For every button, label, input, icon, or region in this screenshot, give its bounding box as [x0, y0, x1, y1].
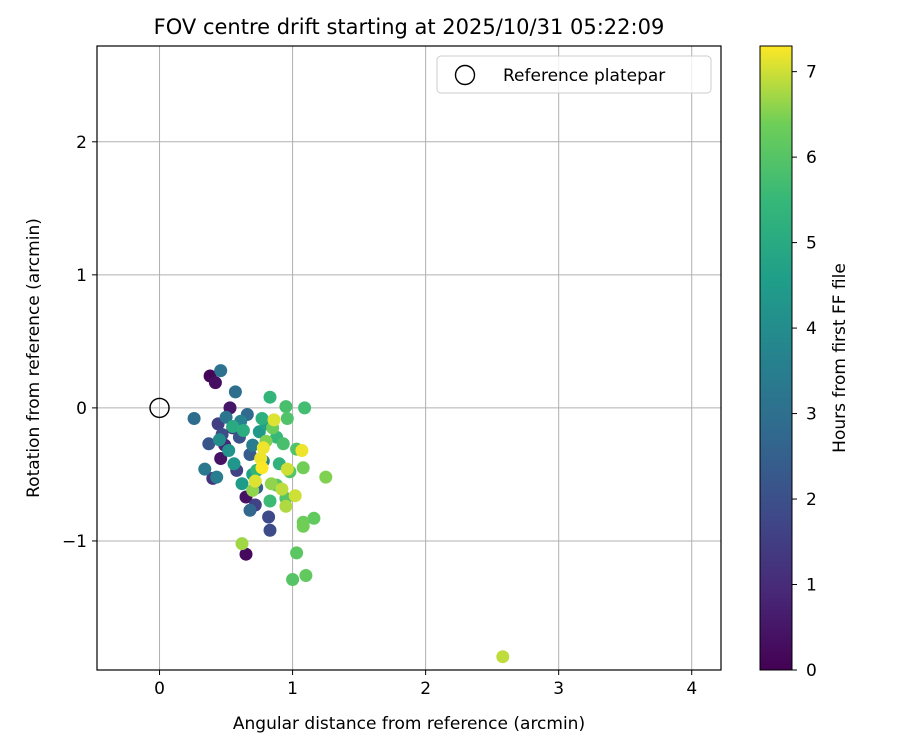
data-point-66 — [279, 499, 293, 513]
x-axis-label: Angular distance from reference (arcmin) — [233, 714, 585, 734]
x-tick-label-0: 0 — [154, 679, 165, 699]
colorbar-tick-label-4: 4 — [806, 319, 817, 339]
y-tick-label-2: 1 — [76, 266, 87, 286]
grid — [97, 46, 721, 670]
data-point-11 — [263, 523, 277, 537]
data-point-30 — [212, 433, 226, 447]
reference-platepar-marker — [149, 397, 170, 419]
data-point-54 — [290, 546, 304, 560]
data-point-43 — [263, 494, 277, 508]
data-point-45 — [279, 400, 293, 414]
scatter-points — [187, 364, 510, 664]
x-axis-ticks: 0 1 2 3 4 — [154, 670, 697, 699]
data-point-70 — [256, 441, 270, 455]
colorbar-tick-label-3: 3 — [806, 405, 817, 425]
legend-marker — [454, 64, 476, 86]
colorbar-tick-label-2: 2 — [806, 490, 817, 510]
data-point-17 — [202, 437, 216, 451]
data-point-38 — [236, 424, 250, 437]
data-point-56 — [299, 569, 313, 582]
y-tick-label-1: 0 — [76, 399, 87, 419]
data-point-53 — [307, 511, 321, 525]
colorbar-tick-label-0: 0 — [806, 661, 817, 681]
y-tick-label-0: −1 — [62, 532, 87, 552]
y-axis-label: Rotation from reference (arcmin) — [24, 218, 44, 498]
colorbar: 0 1 2 3 4 5 6 7 Hours from first FF file — [759, 45, 850, 681]
data-point-46 — [298, 401, 312, 415]
y-axis-ticks: −1 0 1 2 — [62, 133, 97, 552]
x-tick-label-3: 3 — [553, 679, 564, 699]
data-point-10 — [262, 510, 276, 524]
colorbar-tick-label-1: 1 — [806, 576, 817, 596]
x-tick-label-2: 2 — [420, 679, 431, 699]
data-point-60 — [319, 470, 333, 484]
data-point-33 — [235, 477, 249, 491]
colorbar-tick-label-7: 7 — [806, 63, 817, 83]
data-point-21 — [214, 364, 228, 378]
data-point-76 — [496, 650, 510, 664]
legend: Reference platepar — [436, 55, 712, 94]
data-point-28 — [246, 438, 260, 452]
data-point-72 — [248, 474, 262, 488]
colorbar-gradient — [759, 45, 793, 671]
data-point-39 — [255, 412, 269, 425]
data-point-37 — [226, 420, 240, 433]
data-point-68 — [280, 462, 294, 476]
data-point-58 — [296, 519, 310, 533]
legend-box — [436, 55, 712, 94]
y-tick-label-3: 2 — [76, 133, 87, 153]
data-point-59 — [296, 461, 310, 475]
colorbar-tick-label-5: 5 — [806, 234, 817, 254]
data-point-3 — [214, 452, 228, 465]
x-tick-label-4: 4 — [686, 679, 697, 699]
plot-frame — [96, 45, 722, 671]
data-point-73 — [288, 489, 302, 503]
data-point-25 — [210, 470, 224, 484]
data-point-48 — [276, 437, 290, 451]
data-point-47 — [280, 412, 294, 425]
data-point-32 — [227, 457, 241, 471]
data-point-67 — [275, 482, 289, 496]
data-point-40 — [263, 390, 277, 404]
data-point-65 — [235, 537, 249, 551]
data-point-63 — [264, 477, 278, 491]
data-point-75 — [255, 461, 269, 475]
data-point-18 — [243, 503, 257, 517]
data-point-1 — [208, 376, 222, 390]
chart-title: FOV centre drift starting at 2025/10/31 … — [154, 15, 665, 39]
colorbar-label: Hours from first FF file — [830, 263, 850, 453]
data-point-55 — [286, 573, 300, 586]
data-point-24 — [198, 462, 212, 476]
data-point-69 — [267, 413, 281, 427]
legend-label: Reference platepar — [503, 66, 665, 86]
data-point-31 — [222, 444, 236, 457]
data-point-22 — [228, 385, 242, 399]
data-point-26 — [219, 410, 233, 424]
reference-marker-group — [149, 397, 170, 419]
data-point-74 — [295, 444, 309, 457]
colorbar-tick-label-6: 6 — [806, 148, 817, 168]
colorbar-ticks: 0 1 2 3 4 5 6 7 — [792, 63, 817, 681]
data-point-20 — [187, 412, 201, 425]
x-tick-label-1: 1 — [287, 679, 298, 699]
data-point-5 — [239, 547, 253, 561]
